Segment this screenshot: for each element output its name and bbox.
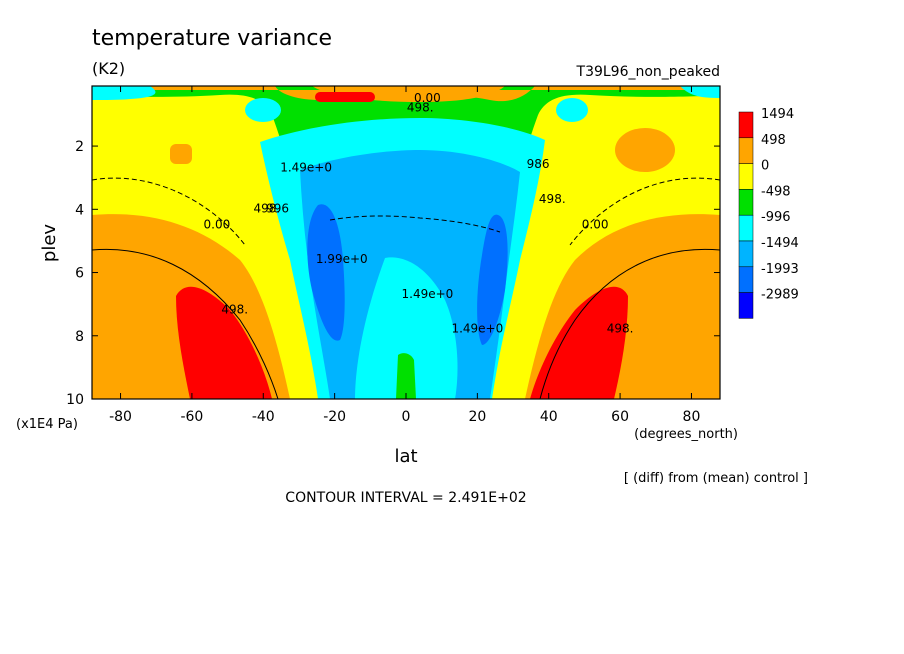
y-axis-label: plev <box>39 224 60 263</box>
legend-level-label: 498 <box>761 133 786 148</box>
x-axis-units: (degrees_north) <box>634 427 738 442</box>
legend-swatch <box>738 111 754 139</box>
y-tick-label: 10 <box>66 392 84 408</box>
band-orange-spot-north <box>615 128 675 172</box>
x-tick-label: 60 <box>611 409 629 425</box>
legend-swatch <box>738 266 754 293</box>
contour-label: 498. <box>539 192 566 206</box>
band-blue-south <box>307 204 345 341</box>
y-tick-label: 2 <box>75 139 84 155</box>
y-tick-label: 6 <box>75 266 84 282</box>
x-tick-label: 0 <box>402 409 411 425</box>
band-blue-north <box>477 214 508 345</box>
contour-dashed-center <box>329 215 501 233</box>
y-axis-units: (x1E4 Pa) <box>16 417 78 432</box>
contour-label: 498. <box>221 303 248 317</box>
legend-level-label: -1993 <box>761 262 799 277</box>
band-cyan-center <box>355 257 458 399</box>
contour-label: 498. <box>407 100 434 114</box>
contour-line-south-1 <box>92 248 279 399</box>
contour-dashed-south <box>92 177 246 246</box>
contour-label: 0.00 <box>582 217 609 231</box>
x-tick-label: -60 <box>180 409 203 425</box>
legend-swatch <box>738 240 754 268</box>
band-red-north <box>530 286 628 399</box>
y-axis-ticks: 2 4 6 8 10 <box>66 139 720 408</box>
contour-label: 996 <box>266 201 289 215</box>
legend-swatch <box>738 292 754 319</box>
contour-label: 498. <box>607 322 634 336</box>
contour-field <box>92 86 720 399</box>
x-tick-label: 20 <box>468 409 486 425</box>
y-tick-label: 8 <box>75 329 84 345</box>
legend-swatch <box>738 137 754 164</box>
band-orange-spot-south <box>170 144 192 164</box>
legend-swatch <box>738 214 754 242</box>
legend-level-label: -1494 <box>761 236 799 251</box>
x-axis-label: lat <box>394 446 417 467</box>
contour-label: 1.49e+0 <box>402 287 454 301</box>
band-cyan-top-north <box>556 98 588 122</box>
band-cyan-corner-north <box>680 86 720 98</box>
x-tick-label: 40 <box>540 409 558 425</box>
band-red-south <box>176 286 272 399</box>
legend-level-label: -2989 <box>761 288 799 303</box>
contour-label: 0.00 <box>204 217 231 231</box>
y-tick-label: 4 <box>75 202 84 218</box>
legend-level-label: 1494 <box>761 107 794 122</box>
legend-swatch <box>738 163 754 190</box>
legend-level-label: 0 <box>761 159 769 174</box>
band-red-top <box>315 92 375 102</box>
x-tick-label: -20 <box>323 409 346 425</box>
color-legend: 1494 498 0 -498 -996 -1494 -1993 -2989 <box>738 107 799 319</box>
contour-label: 1.49e+0 <box>280 160 332 174</box>
contour-label: 1.99e+0 <box>316 252 368 266</box>
contour-interval: CONTOUR INTERVAL = 2.491E+02 <box>285 490 526 506</box>
contour-label: 986 <box>527 157 550 171</box>
footer-diff-note: [ (diff) from (mean) control ] <box>624 471 808 486</box>
x-tick-label: -40 <box>252 409 275 425</box>
contour-line-north-1 <box>539 248 720 399</box>
band-cyan-corner-south <box>92 86 156 100</box>
legend-swatch <box>738 189 754 216</box>
chart-units: (K2) <box>92 59 125 78</box>
band-cyan-top-south <box>245 98 281 122</box>
chart-subtitle: T39L96_non_peaked <box>576 64 720 80</box>
band-green-center <box>396 353 416 399</box>
contour-label: 0.00 <box>414 91 441 105</box>
contour-label: 498. <box>253 201 280 215</box>
x-axis-ticks: -80 -60 -40 -20 0 20 40 60 80 <box>109 86 700 425</box>
x-tick-label: -80 <box>109 409 132 425</box>
legend-level-label: -498 <box>761 184 791 199</box>
contour-label: 1.49e+0 <box>451 322 503 336</box>
chart-title: temperature variance <box>92 26 332 51</box>
x-tick-label: 80 <box>683 409 701 425</box>
legend-level-label: -996 <box>761 210 791 225</box>
